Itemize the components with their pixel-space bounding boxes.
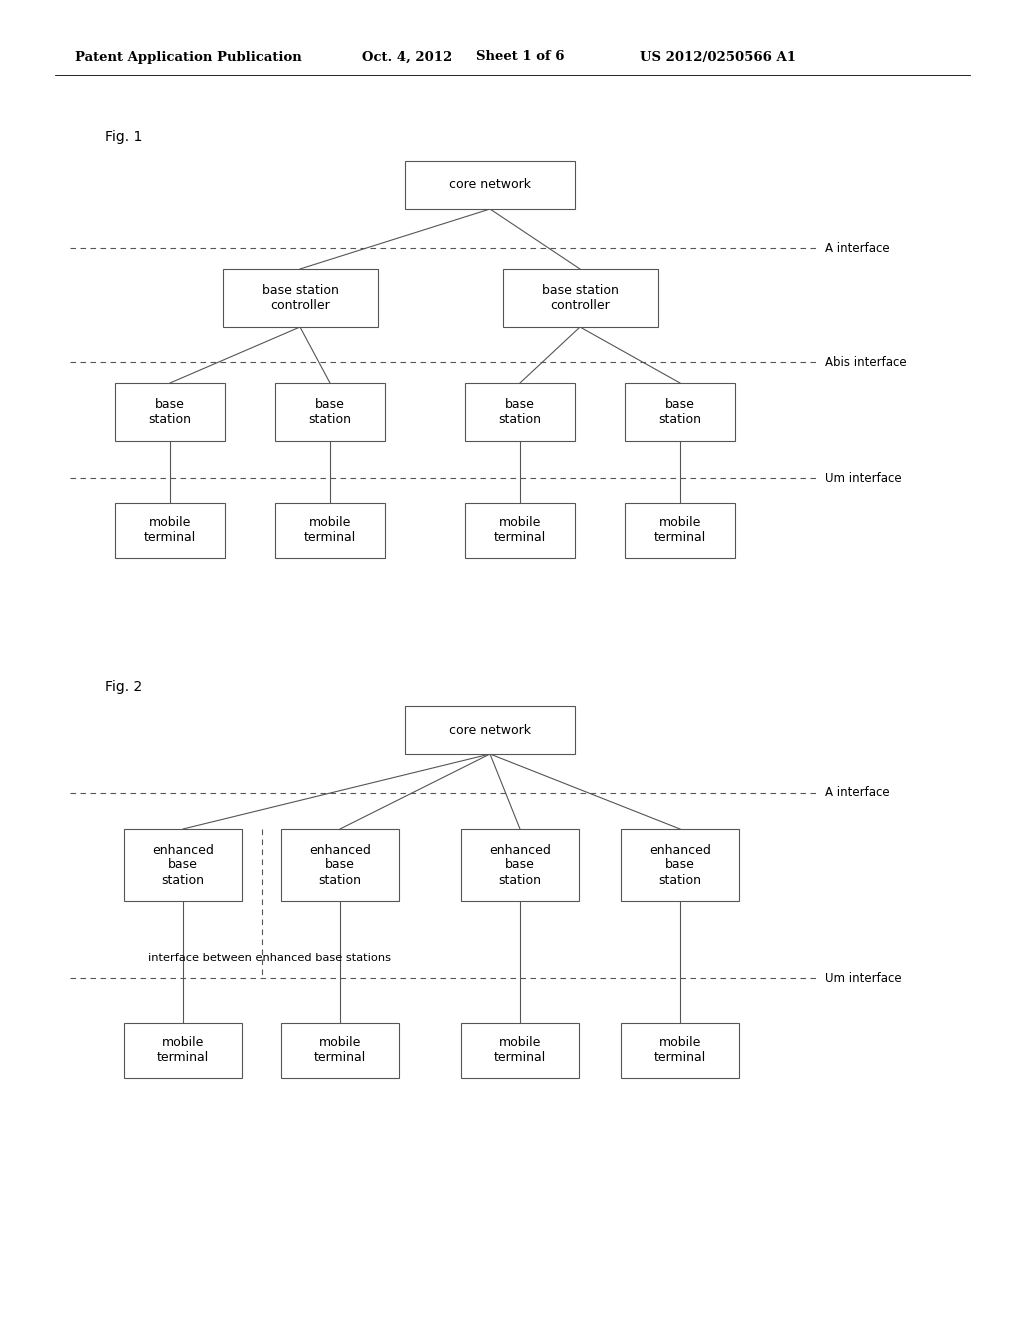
FancyBboxPatch shape xyxy=(465,383,575,441)
Text: base
station: base station xyxy=(148,399,191,426)
Text: interface between enhanced base stations: interface between enhanced base stations xyxy=(148,953,391,964)
Text: mobile
terminal: mobile terminal xyxy=(314,1036,367,1064)
Text: core network: core network xyxy=(449,723,531,737)
FancyBboxPatch shape xyxy=(275,383,385,441)
FancyBboxPatch shape xyxy=(115,383,225,441)
FancyBboxPatch shape xyxy=(124,1023,242,1077)
FancyBboxPatch shape xyxy=(461,1023,579,1077)
Text: enhanced
base
station: enhanced base station xyxy=(489,843,551,887)
FancyBboxPatch shape xyxy=(621,1023,739,1077)
Text: Um interface: Um interface xyxy=(825,972,901,985)
Text: base station
controller: base station controller xyxy=(542,284,618,312)
Text: Abis interface: Abis interface xyxy=(825,355,906,368)
Text: Um interface: Um interface xyxy=(825,471,901,484)
Text: enhanced
base
station: enhanced base station xyxy=(152,843,214,887)
Text: US 2012/0250566 A1: US 2012/0250566 A1 xyxy=(640,50,796,63)
Text: base
station: base station xyxy=(308,399,351,426)
Text: mobile
terminal: mobile terminal xyxy=(654,1036,707,1064)
FancyBboxPatch shape xyxy=(124,829,242,902)
Text: A interface: A interface xyxy=(825,787,890,800)
FancyBboxPatch shape xyxy=(465,503,575,557)
FancyBboxPatch shape xyxy=(406,706,575,754)
Text: base
station: base station xyxy=(658,399,701,426)
FancyBboxPatch shape xyxy=(115,503,225,557)
FancyBboxPatch shape xyxy=(275,503,385,557)
Text: mobile
terminal: mobile terminal xyxy=(494,1036,546,1064)
Text: mobile
terminal: mobile terminal xyxy=(157,1036,209,1064)
FancyBboxPatch shape xyxy=(222,269,378,327)
Text: mobile
terminal: mobile terminal xyxy=(304,516,356,544)
Text: mobile
terminal: mobile terminal xyxy=(494,516,546,544)
FancyBboxPatch shape xyxy=(406,161,575,209)
FancyBboxPatch shape xyxy=(503,269,657,327)
Text: enhanced
base
station: enhanced base station xyxy=(309,843,371,887)
Text: mobile
terminal: mobile terminal xyxy=(654,516,707,544)
FancyBboxPatch shape xyxy=(625,503,735,557)
Text: Oct. 4, 2012: Oct. 4, 2012 xyxy=(362,50,453,63)
Text: Sheet 1 of 6: Sheet 1 of 6 xyxy=(476,50,564,63)
Text: Patent Application Publication: Patent Application Publication xyxy=(75,50,302,63)
Text: Fig. 1: Fig. 1 xyxy=(105,129,142,144)
FancyBboxPatch shape xyxy=(281,829,399,902)
FancyBboxPatch shape xyxy=(625,383,735,441)
FancyBboxPatch shape xyxy=(281,1023,399,1077)
Text: Fig. 2: Fig. 2 xyxy=(105,680,142,694)
Text: core network: core network xyxy=(449,178,531,191)
FancyBboxPatch shape xyxy=(461,829,579,902)
Text: mobile
terminal: mobile terminal xyxy=(144,516,197,544)
Text: base
station: base station xyxy=(499,399,542,426)
Text: base station
controller: base station controller xyxy=(261,284,339,312)
Text: enhanced
base
station: enhanced base station xyxy=(649,843,711,887)
Text: A interface: A interface xyxy=(825,242,890,255)
FancyBboxPatch shape xyxy=(621,829,739,902)
